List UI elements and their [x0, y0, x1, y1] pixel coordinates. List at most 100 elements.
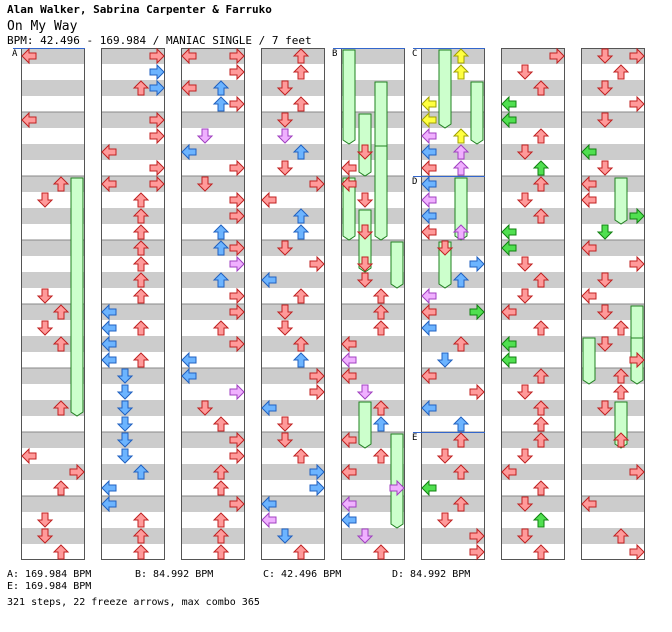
chart-column: [181, 48, 245, 560]
step-arrow: [612, 368, 630, 384]
step-arrow: [341, 463, 357, 481]
step-arrow: [629, 543, 645, 561]
step-arrow: [116, 368, 134, 384]
step-arrow: [501, 111, 517, 129]
step-arrow: [276, 416, 294, 432]
step-arrow: [292, 544, 310, 560]
step-arrow: [292, 144, 310, 160]
step-arrow: [101, 335, 117, 353]
step-arrow: [36, 528, 54, 544]
step-arrow: [436, 448, 454, 464]
step-arrow: [629, 255, 645, 273]
freeze-arrow: [470, 81, 484, 145]
step-arrow: [612, 384, 630, 400]
step-arrow: [212, 224, 230, 240]
step-arrow: [532, 320, 550, 336]
step-arrow: [452, 48, 470, 64]
step-arrow: [452, 224, 470, 240]
step-arrow: [52, 304, 70, 320]
step-arrow: [452, 416, 470, 432]
step-arrow: [596, 112, 614, 128]
step-arrow: [116, 432, 134, 448]
step-arrow: [356, 224, 374, 240]
step-arrow: [132, 192, 150, 208]
step-arrow: [309, 383, 325, 401]
step-arrow: [101, 495, 117, 513]
step-arrow: [341, 175, 357, 193]
step-arrow: [212, 528, 230, 544]
step-arrow: [132, 240, 150, 256]
step-arrow: [532, 416, 550, 432]
step-arrow: [261, 511, 277, 529]
step-arrow: [421, 303, 437, 321]
step-arrow: [532, 208, 550, 224]
freeze-arrow: [390, 241, 404, 289]
step-arrow: [212, 240, 230, 256]
step-arrow: [132, 256, 150, 272]
step-arrow: [581, 191, 597, 209]
step-arrow: [292, 208, 310, 224]
step-arrow: [516, 384, 534, 400]
step-arrow: [292, 64, 310, 80]
section-marker-label: C: [412, 49, 417, 59]
step-arrow: [341, 495, 357, 513]
step-arrow: [132, 544, 150, 560]
step-arrow: [452, 144, 470, 160]
step-arrow: [292, 224, 310, 240]
chart-column: [501, 48, 565, 560]
step-arrow: [276, 432, 294, 448]
step-arrow: [596, 304, 614, 320]
step-arrow: [532, 176, 550, 192]
step-arrow: [421, 367, 437, 385]
step-arrow: [516, 448, 534, 464]
step-arrow: [101, 351, 117, 369]
step-arrow: [132, 288, 150, 304]
chart-column: [261, 48, 325, 560]
step-arrow: [229, 431, 245, 449]
step-arrow: [532, 512, 550, 528]
step-arrow: [212, 544, 230, 560]
step-arrow: [21, 447, 37, 465]
freeze-arrow: [374, 145, 388, 241]
step-arrow: [132, 80, 150, 96]
step-arrow: [341, 431, 357, 449]
step-arrow: [532, 480, 550, 496]
step-arrow: [596, 80, 614, 96]
step-arrow: [101, 319, 117, 337]
step-arrow: [229, 335, 245, 353]
step-arrow: [261, 191, 277, 209]
step-arrow: [261, 271, 277, 289]
step-arrow: [516, 64, 534, 80]
step-arrow: [21, 47, 37, 65]
step-arrow: [532, 432, 550, 448]
step-arrow: [452, 336, 470, 352]
step-arrow: [516, 192, 534, 208]
step-arrow: [469, 543, 485, 561]
step-arrow: [629, 95, 645, 113]
step-arrow: [196, 176, 214, 192]
step-arrow: [229, 447, 245, 465]
step-arrow: [229, 63, 245, 81]
step-arrow: [469, 383, 485, 401]
step-arrow: [501, 303, 517, 321]
step-arrow: [149, 175, 165, 193]
step-arrow: [372, 304, 390, 320]
step-arrow: [149, 47, 165, 65]
step-arrow: [292, 336, 310, 352]
step-arrow: [292, 352, 310, 368]
section-marker-label: A: [12, 49, 18, 59]
step-arrow: [101, 303, 117, 321]
step-arrow: [229, 383, 245, 401]
step-arrow: [292, 96, 310, 112]
step-arrow: [532, 160, 550, 176]
step-arrow: [309, 175, 325, 193]
freeze-arrow: [582, 337, 596, 385]
step-arrow: [149, 79, 165, 97]
step-arrow: [421, 223, 437, 241]
step-arrow: [436, 240, 454, 256]
step-arrow: [596, 336, 614, 352]
step-arrow: [356, 384, 374, 400]
step-arrow: [52, 176, 70, 192]
freeze-arrow: [358, 401, 372, 449]
bpm-row-1: A: 169.984 BPM B: 84.992 BPM C: 42.496 B…: [7, 569, 527, 581]
